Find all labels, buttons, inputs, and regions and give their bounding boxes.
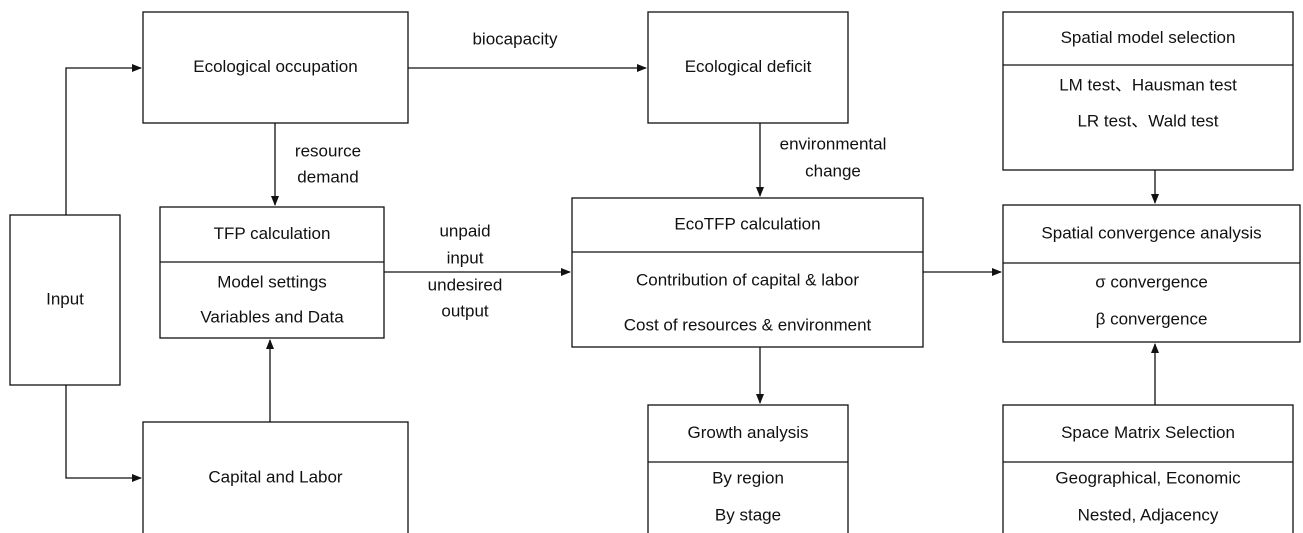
node-box (571, 197, 924, 348)
node-box (647, 404, 849, 533)
node-box (142, 421, 409, 533)
edge-label: resource (295, 141, 361, 160)
node-title: Space Matrix Selection (1061, 423, 1235, 442)
node-title: Growth analysis (688, 423, 809, 442)
node-item: By stage (715, 505, 781, 524)
node-item: Cost of resources & environment (624, 315, 872, 334)
node-item: Geographical, Economic (1055, 468, 1241, 487)
node-item: Model settings (217, 272, 327, 291)
edge-label: demand (297, 167, 358, 186)
node-title: Capital and Labor (208, 467, 343, 486)
arrow (65, 385, 142, 482)
edge-label: change (805, 161, 861, 180)
node-item: β convergence (1096, 309, 1208, 328)
edge-label: input (447, 248, 484, 267)
connectors (65, 64, 1159, 482)
edge-label: environmental (780, 134, 887, 153)
node-box (1002, 204, 1301, 343)
node-item: By region (712, 468, 784, 487)
node-title: Spatial model selection (1061, 28, 1236, 47)
node-title: Spatial convergence analysis (1041, 223, 1261, 242)
node-item: Contribution of capital & labor (636, 270, 859, 289)
node-box (647, 11, 849, 124)
edge-label: output (441, 301, 489, 320)
node-item: LR test、Wald test (1077, 111, 1218, 130)
node-item: Variables and Data (200, 307, 344, 326)
node-title: Ecological deficit (685, 57, 812, 76)
node-item: σ convergence (1095, 272, 1208, 291)
node-title: EcoTFP calculation (674, 214, 820, 233)
edge-label: undesired (428, 275, 503, 294)
edge-label: unpaid (439, 221, 490, 240)
arrow (65, 64, 142, 215)
node-title: TFP calculation (214, 224, 331, 243)
node-title: Input (46, 289, 84, 308)
node-item: LM test、Hausman test (1059, 75, 1237, 94)
node-box (1002, 404, 1294, 533)
node-box (1002, 11, 1294, 171)
edge-label: biocapacity (472, 29, 558, 48)
node-item: Nested, Adjacency (1078, 505, 1219, 524)
node-box (142, 11, 409, 124)
node-box (9, 214, 121, 386)
node-title: Ecological occupation (193, 57, 357, 76)
node-box (159, 206, 385, 339)
